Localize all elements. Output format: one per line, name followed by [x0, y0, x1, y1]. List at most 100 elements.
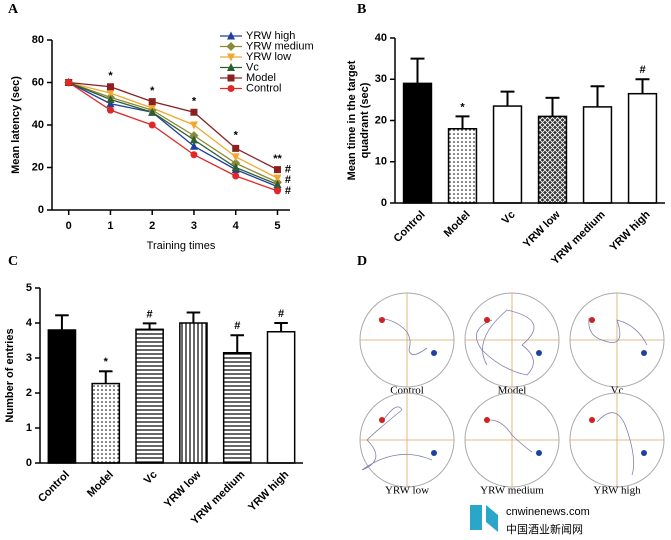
legend-marker: [227, 53, 235, 62]
point: [148, 98, 156, 106]
panel-label: C: [8, 254, 18, 269]
bar: [222, 352, 252, 464]
legend-marker: [227, 74, 235, 82]
annotation: **: [273, 153, 282, 165]
legend-marker: [227, 63, 235, 71]
y-tick-label: 30: [375, 73, 387, 85]
y-axis-label: Number of entries: [4, 328, 16, 422]
point: [189, 135, 198, 144]
point: [232, 172, 240, 180]
significance-marker: #: [147, 308, 153, 320]
bar: [402, 82, 433, 204]
x-tick-label: Vc: [142, 469, 160, 487]
point: [148, 107, 157, 116]
y-tick-label: 1: [26, 422, 32, 434]
x-tick-label: Control: [36, 469, 72, 505]
x-tick-label: YRW high: [246, 468, 291, 513]
y-tick-label: 80: [32, 34, 44, 46]
swim-trace: [464, 292, 560, 388]
bar: [91, 382, 121, 464]
swim-trace: [569, 292, 665, 388]
watermark-url: cnwinenews.com: [506, 506, 590, 518]
y-axis-label: Mean latency (sec): [10, 76, 22, 174]
significance-marker: #: [234, 320, 240, 332]
significance-marker: *: [460, 101, 465, 113]
point: [190, 108, 198, 116]
x-tick-label: Control: [392, 209, 428, 245]
legend-label: YRW low: [246, 51, 291, 63]
start-point: [589, 317, 595, 323]
series-line: [68, 81, 278, 192]
legend-label: Control: [246, 82, 281, 94]
x-tick-label: Vc: [500, 209, 518, 227]
legend-marker: [226, 42, 236, 51]
x-tick-label: 2: [149, 220, 155, 232]
annotation: #: [285, 174, 291, 186]
point: [148, 121, 156, 129]
swim-path: [588, 317, 648, 346]
start-point: [379, 317, 385, 323]
annotation: *: [234, 130, 239, 142]
bar: [582, 106, 613, 204]
annotation: *: [192, 96, 197, 108]
trace-label: YRW medium: [480, 485, 544, 497]
swim-path: [489, 419, 533, 453]
point: [273, 187, 281, 195]
bar: [627, 92, 658, 204]
point: [106, 99, 115, 108]
swim-path: [378, 317, 428, 355]
swim-trace: [359, 392, 455, 488]
annotation: #: [285, 164, 291, 176]
trace-label: YRW high: [593, 485, 641, 497]
point: [106, 83, 114, 91]
point: [106, 106, 114, 114]
bar: [537, 115, 568, 204]
swim-trace: [359, 292, 455, 388]
significance-marker: *: [104, 356, 109, 368]
annotation: *: [108, 70, 113, 82]
series-line: [68, 81, 278, 179]
legend-label: Model: [246, 72, 276, 84]
bar: [179, 322, 208, 464]
legend-marker: [227, 31, 235, 40]
x-tick-label: 4: [233, 220, 240, 232]
platform: [536, 450, 542, 456]
legend-label: Vc: [246, 61, 259, 73]
point: [232, 144, 240, 152]
x-tick-label: 3: [191, 220, 197, 232]
point: [231, 163, 240, 171]
y-axis-label: quadrant (sec): [359, 82, 371, 158]
y-tick-label: 0: [381, 197, 387, 209]
watermark-logo: [470, 505, 498, 532]
x-tick-label: 0: [66, 220, 72, 232]
point: [106, 95, 115, 103]
x-tick-label: YRW high: [608, 208, 653, 253]
swim-trace: [464, 392, 560, 488]
y-tick-label: 20: [375, 114, 387, 126]
bar: [447, 128, 478, 204]
annotation: #: [285, 185, 291, 197]
y-tick-label: 5: [26, 282, 32, 294]
watermark-name: 中国酒业新闻网: [506, 522, 583, 536]
panel-label: D: [357, 254, 367, 269]
legend-marker: [227, 85, 235, 92]
annotation: *: [150, 85, 155, 97]
y-tick-label: 3: [26, 352, 32, 364]
y-tick-label: 10: [375, 156, 387, 168]
bar: [266, 331, 296, 464]
swim-path: [596, 412, 635, 476]
swim-trace: [569, 392, 665, 488]
platform: [431, 350, 437, 356]
point: [65, 79, 73, 86]
swim-path: [475, 309, 535, 376]
y-tick-label: 40: [32, 119, 44, 131]
y-axis-label: Mean time in the target: [346, 60, 358, 180]
platform: [641, 350, 647, 356]
platform: [431, 450, 437, 456]
panel-label: B: [357, 2, 366, 17]
x-tick-label: Model: [85, 469, 116, 500]
series-line: [68, 81, 278, 171]
series-line: [68, 81, 278, 186]
legend-label: YRW high: [246, 30, 295, 42]
